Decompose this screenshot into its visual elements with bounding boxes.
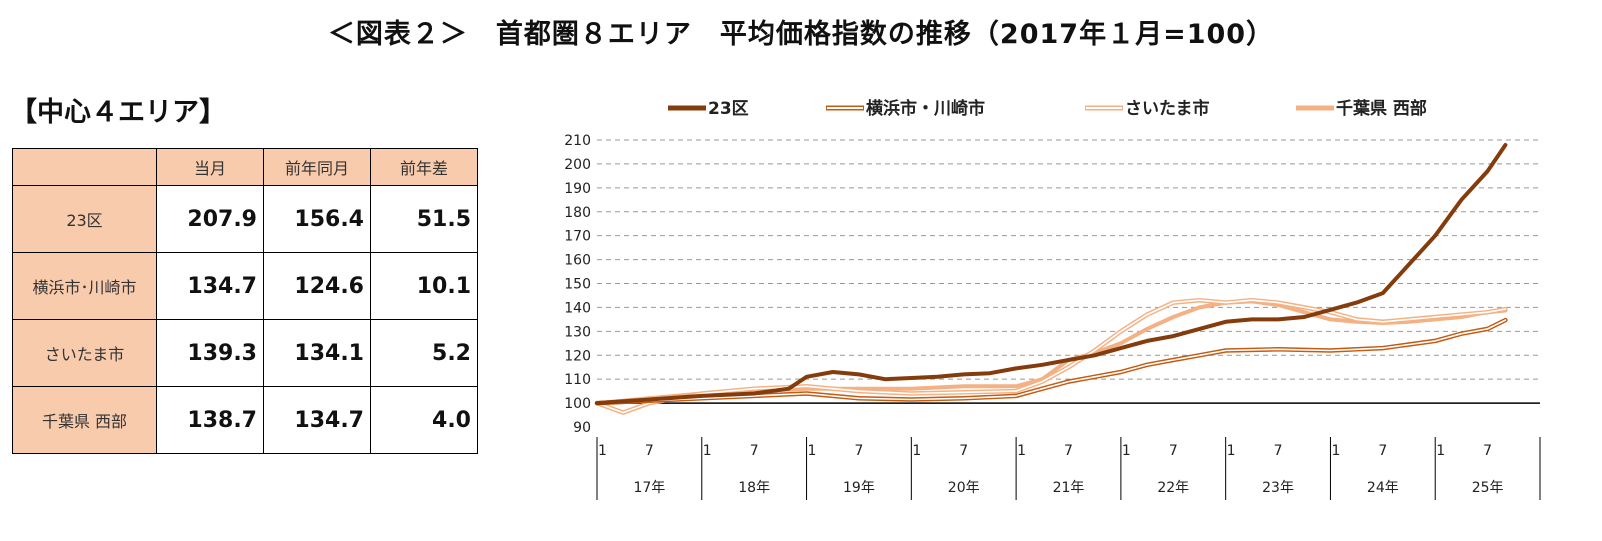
- row-current: 139.3: [156, 319, 264, 387]
- x-month-tick-label: 7: [854, 443, 863, 459]
- row-diff: 5.2: [370, 319, 478, 387]
- section-title: 【中心４エリア】: [10, 97, 226, 128]
- x-month-tick-label: 1: [1227, 443, 1236, 459]
- y-tick-label: 140: [564, 300, 591, 316]
- row-diff: 4.0: [370, 386, 478, 454]
- x-month-tick-label: 7: [1169, 443, 1178, 459]
- legend-label: さいたま市: [1125, 98, 1210, 119]
- table-row: 千葉県 西部 138.7 134.7 4.0: [12, 386, 478, 454]
- y-tick-label: 130: [564, 324, 591, 340]
- x-year-label: 23年: [1262, 480, 1294, 496]
- x-month-tick-label: 1: [1122, 443, 1131, 459]
- series-line-1-inner: [596, 319, 1507, 404]
- legend-label: 千葉県 西部: [1336, 98, 1427, 119]
- x-year-label: 21年: [1053, 480, 1085, 496]
- y-tick-label: 170: [564, 229, 591, 245]
- y-tick-label: 210: [564, 133, 591, 149]
- row-prev: 124.6: [263, 252, 371, 320]
- row-name: 23区: [12, 185, 157, 253]
- row-prev: 156.4: [263, 185, 371, 253]
- x-month-tick-label: 1: [703, 443, 712, 459]
- x-month-tick-label: 1: [1017, 443, 1026, 459]
- x-month-tick-label: 7: [1274, 443, 1283, 459]
- x-month-tick-label: 1: [598, 443, 607, 459]
- x-year-label: 24年: [1367, 480, 1399, 496]
- x-month-tick-label: 7: [959, 443, 968, 459]
- y-tick-label: 120: [564, 348, 591, 364]
- table-header-row: 当月 前年同月 前年差: [12, 148, 478, 186]
- y-tick-label: 160: [564, 253, 591, 269]
- x-year-label: 20年: [948, 480, 980, 496]
- row-current: 134.7: [156, 252, 264, 320]
- row-name: 横浜市･川崎市: [12, 252, 157, 320]
- x-month-tick-label: 7: [1483, 443, 1492, 459]
- y-tick-label: 180: [564, 205, 591, 221]
- legend-label: 23区: [708, 99, 749, 119]
- legend-label: 横浜市・川崎市: [866, 98, 985, 119]
- x-month-tick-label: 1: [912, 443, 921, 459]
- y-tick-label: 110: [564, 372, 591, 388]
- y-tick-label: 90: [573, 420, 591, 436]
- y-tick-label: 150: [564, 277, 591, 293]
- row-diff: 10.1: [370, 252, 478, 320]
- table-header-diff: 前年差: [370, 148, 478, 186]
- x-year-label: 25年: [1472, 480, 1504, 496]
- page-title: ＜図表２＞ 首都圏８エリア 平均価格指数の推移（2017年１月=100）: [327, 19, 1275, 50]
- row-current: 138.7: [156, 386, 264, 454]
- table-header-corner: [12, 148, 157, 186]
- row-prev: 134.7: [263, 386, 371, 454]
- x-month-tick-label: 1: [1331, 443, 1340, 459]
- table-row: 23区 207.9 156.4 51.5: [12, 185, 478, 253]
- x-year-label: 19年: [843, 480, 875, 496]
- y-tick-label: 200: [564, 157, 591, 173]
- x-month-tick-label: 7: [1064, 443, 1073, 459]
- x-month-tick-label: 7: [645, 443, 654, 459]
- table-header-prev: 前年同月: [263, 148, 371, 186]
- y-tick-label: 100: [564, 396, 591, 412]
- row-name: さいたま市: [12, 319, 157, 387]
- x-month-tick-label: 7: [1378, 443, 1387, 459]
- x-year-label: 17年: [633, 480, 665, 496]
- summary-table: 当月 前年同月 前年差 23区 207.9 156.4 51.5 横浜市･川崎市…: [12, 148, 478, 454]
- table-row: 横浜市･川崎市 134.7 124.6 10.1: [12, 252, 478, 320]
- x-year-label: 22年: [1157, 480, 1189, 496]
- series-line-0: [595, 143, 1508, 406]
- x-year-label: 18年: [738, 480, 770, 496]
- x-month-tick-label: 7: [750, 443, 759, 459]
- x-month-tick-label: 1: [808, 443, 817, 459]
- x-month-tick-label: 1: [1436, 443, 1445, 459]
- y-tick-label: 190: [564, 181, 591, 197]
- table-header-current: 当月: [156, 148, 264, 186]
- row-current: 207.9: [156, 185, 264, 253]
- row-name: 千葉県 西部: [12, 386, 157, 454]
